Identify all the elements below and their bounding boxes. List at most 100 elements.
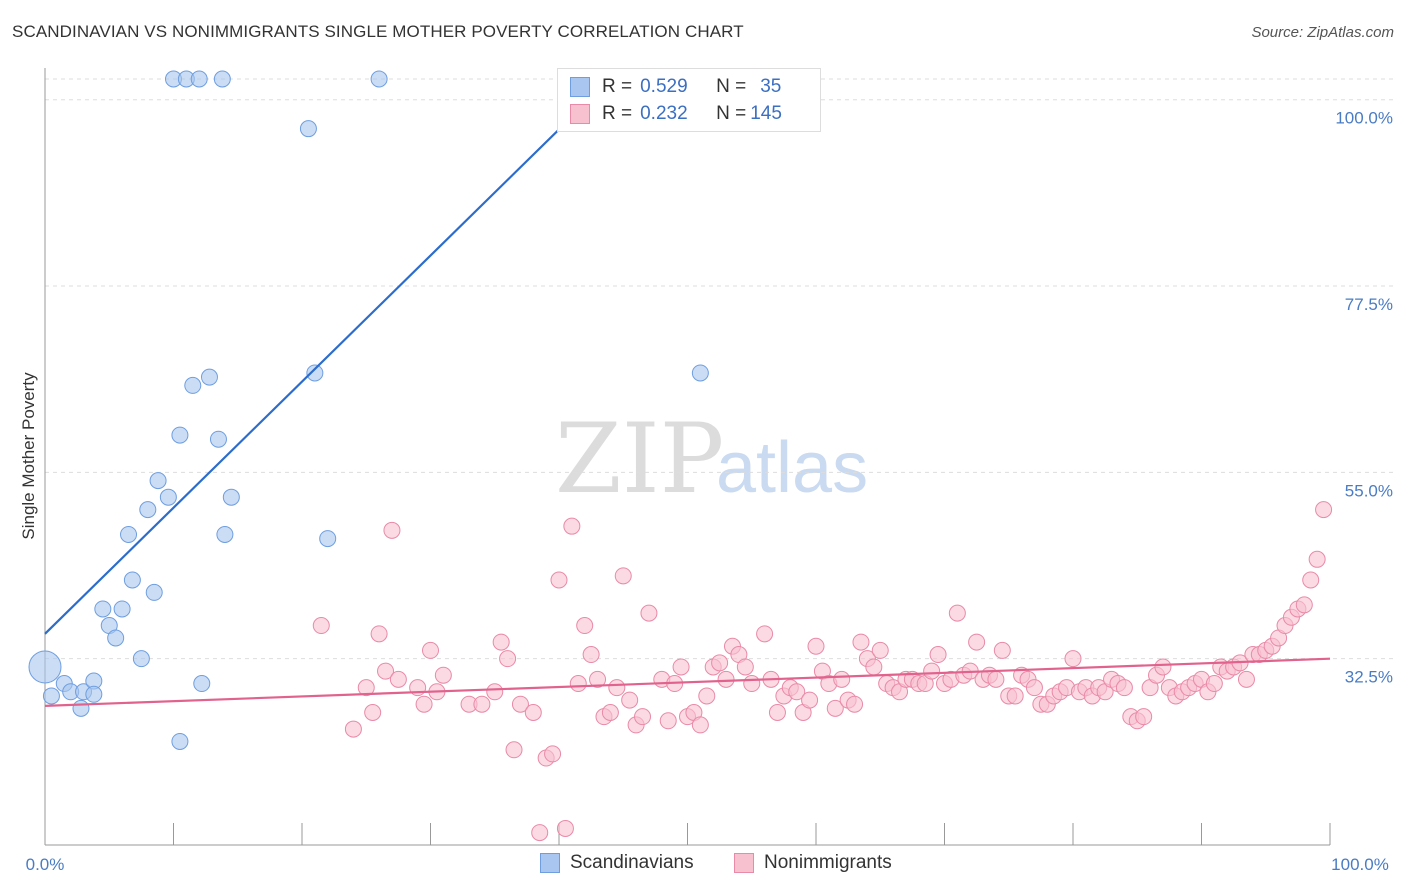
nonimmigrant-point (929, 646, 947, 664)
legend-r-label: R = (602, 103, 633, 124)
legend-n-value: 145 (750, 103, 782, 124)
x-tick-label-max: 100.0% (1331, 855, 1389, 874)
nonimmigrant-point (1115, 679, 1133, 697)
nonimmigrant-point (524, 704, 542, 722)
scandinavian-point (72, 699, 90, 717)
nonimmigrant-point (1295, 596, 1313, 614)
bottom-legend-label: Nonimmigrants (764, 852, 892, 873)
nonimmigrant-point (1237, 670, 1255, 688)
nonimmigrant-point (505, 741, 523, 759)
trend-lines (44, 78, 1331, 707)
nonimmigrant-point (486, 683, 504, 701)
nonimmigrant-point (768, 704, 786, 722)
watermark-atlas: atlas (716, 428, 868, 508)
nonimmigrant-point (473, 695, 491, 713)
nonimmigrant-point (1006, 687, 1024, 705)
nonimmigrant-point (531, 824, 549, 842)
y-tick-label: 55.0% (1345, 481, 1393, 500)
scandinavian-point (120, 525, 138, 543)
nonimmigrant-point (698, 687, 716, 705)
nonimmigrant-point (923, 662, 941, 680)
legend-r-value: 0.232 (640, 103, 688, 124)
series-scandinavians (28, 70, 709, 750)
y-axis-labels: 100.0% 77.5% 55.0% 32.5% (1335, 109, 1393, 687)
scandinavian-point (149, 472, 167, 490)
nonimmigrant-point (634, 708, 652, 726)
gridlines (45, 78, 1395, 660)
nonimmigrant-point (614, 567, 632, 585)
scandinavian-point (209, 430, 227, 448)
legend-n-label: N = (716, 103, 747, 124)
nonimmigrant-point (736, 658, 754, 676)
y-axis-title: Single Mother Poverty (19, 372, 38, 540)
nonimmigrant-point (833, 670, 851, 688)
nonimmigrant-point (987, 670, 1005, 688)
nonimmigrant-point (852, 633, 870, 651)
nonimmigrant-point (364, 704, 382, 722)
nonimmigrant-point (743, 675, 761, 693)
legend-row-nonimmigrants: R = 0.232 N = 145 (570, 101, 782, 127)
watermark: ZIP atlas (555, 403, 868, 515)
legend-swatch-nonimmigrants (570, 104, 590, 124)
scandinavian-point (113, 600, 131, 618)
nonimmigrant-point (717, 670, 735, 688)
nonimmigrant-point (691, 716, 709, 734)
chart-title: SCANDINAVIAN VS NONIMMIGRANTS SINGLE MOT… (12, 22, 744, 41)
nonimmigrant-point (659, 712, 677, 730)
nonimmigrant-point (582, 646, 600, 664)
nonimmigrant-point (993, 641, 1011, 659)
nonimmigrant-point (434, 666, 452, 684)
nonimmigrant-point (788, 683, 806, 701)
nonimmigrant-point (601, 704, 619, 722)
nonimmigrant-point (871, 641, 889, 659)
scandinavian-point (107, 629, 125, 647)
nonimmigrant-point (846, 695, 864, 713)
scandinavian-point (193, 675, 211, 693)
nonimmigrant-point (569, 675, 587, 693)
nonimmigrant-point (711, 654, 729, 672)
nonimmigrant-point (492, 633, 510, 651)
nonimmigrant-point (1308, 550, 1326, 568)
watermark-zip: ZIP (555, 403, 724, 515)
scandinavian-point (159, 488, 177, 506)
nonimmigrant-point (1064, 650, 1082, 668)
scandinavian-point (145, 583, 163, 601)
nonimmigrant-point (640, 604, 658, 622)
legend-n-label: N = (716, 76, 747, 97)
nonimmigrant-point (344, 720, 362, 738)
nonimmigrant-point (1205, 675, 1223, 693)
scandinavian-point (319, 530, 337, 548)
nonimmigrant-point (576, 617, 594, 635)
nonimmigrant-point (499, 650, 517, 668)
nonimmigrant-point (968, 633, 986, 651)
nonimmigrant-point (1315, 501, 1333, 519)
scandinavian-point (299, 120, 317, 138)
nonimmigrant-point (422, 641, 439, 659)
scandinavian-point (306, 364, 324, 382)
nonimmigrant-point (563, 517, 581, 535)
bottom-legend-nonimmigrants: Nonimmigrants (734, 852, 892, 874)
nonimmigrant-point (357, 679, 375, 697)
bottom-legend-swatch-nonimmigrants (734, 853, 754, 873)
bottom-legend-scandinavians: Scandinavians (540, 852, 694, 874)
scandinavian-point (132, 650, 150, 668)
scandinavian-point (123, 571, 141, 589)
bottom-legend-swatch-scandinavians (540, 853, 560, 873)
legend-r-label: R = (602, 76, 633, 97)
bottom-legend-label: Scandinavians (570, 852, 694, 873)
scandinavian-point (85, 685, 103, 703)
scandinavian-trend-line (44, 78, 612, 635)
nonimmigrant-point (1135, 708, 1153, 726)
nonimmigrant-point (807, 637, 825, 655)
nonimmigrant-point (511, 695, 529, 713)
scandinavian-point (184, 376, 202, 394)
nonimmigrant-point (826, 699, 844, 717)
nonimmigrant-point (389, 670, 407, 688)
nonimmigrant-point (948, 604, 966, 622)
y-tick-label: 77.5% (1345, 295, 1393, 314)
scandinavian-point (42, 687, 60, 705)
scandinavian-point (200, 368, 218, 386)
nonimmigrant-point (801, 691, 819, 709)
scandinavian-point (28, 650, 62, 684)
